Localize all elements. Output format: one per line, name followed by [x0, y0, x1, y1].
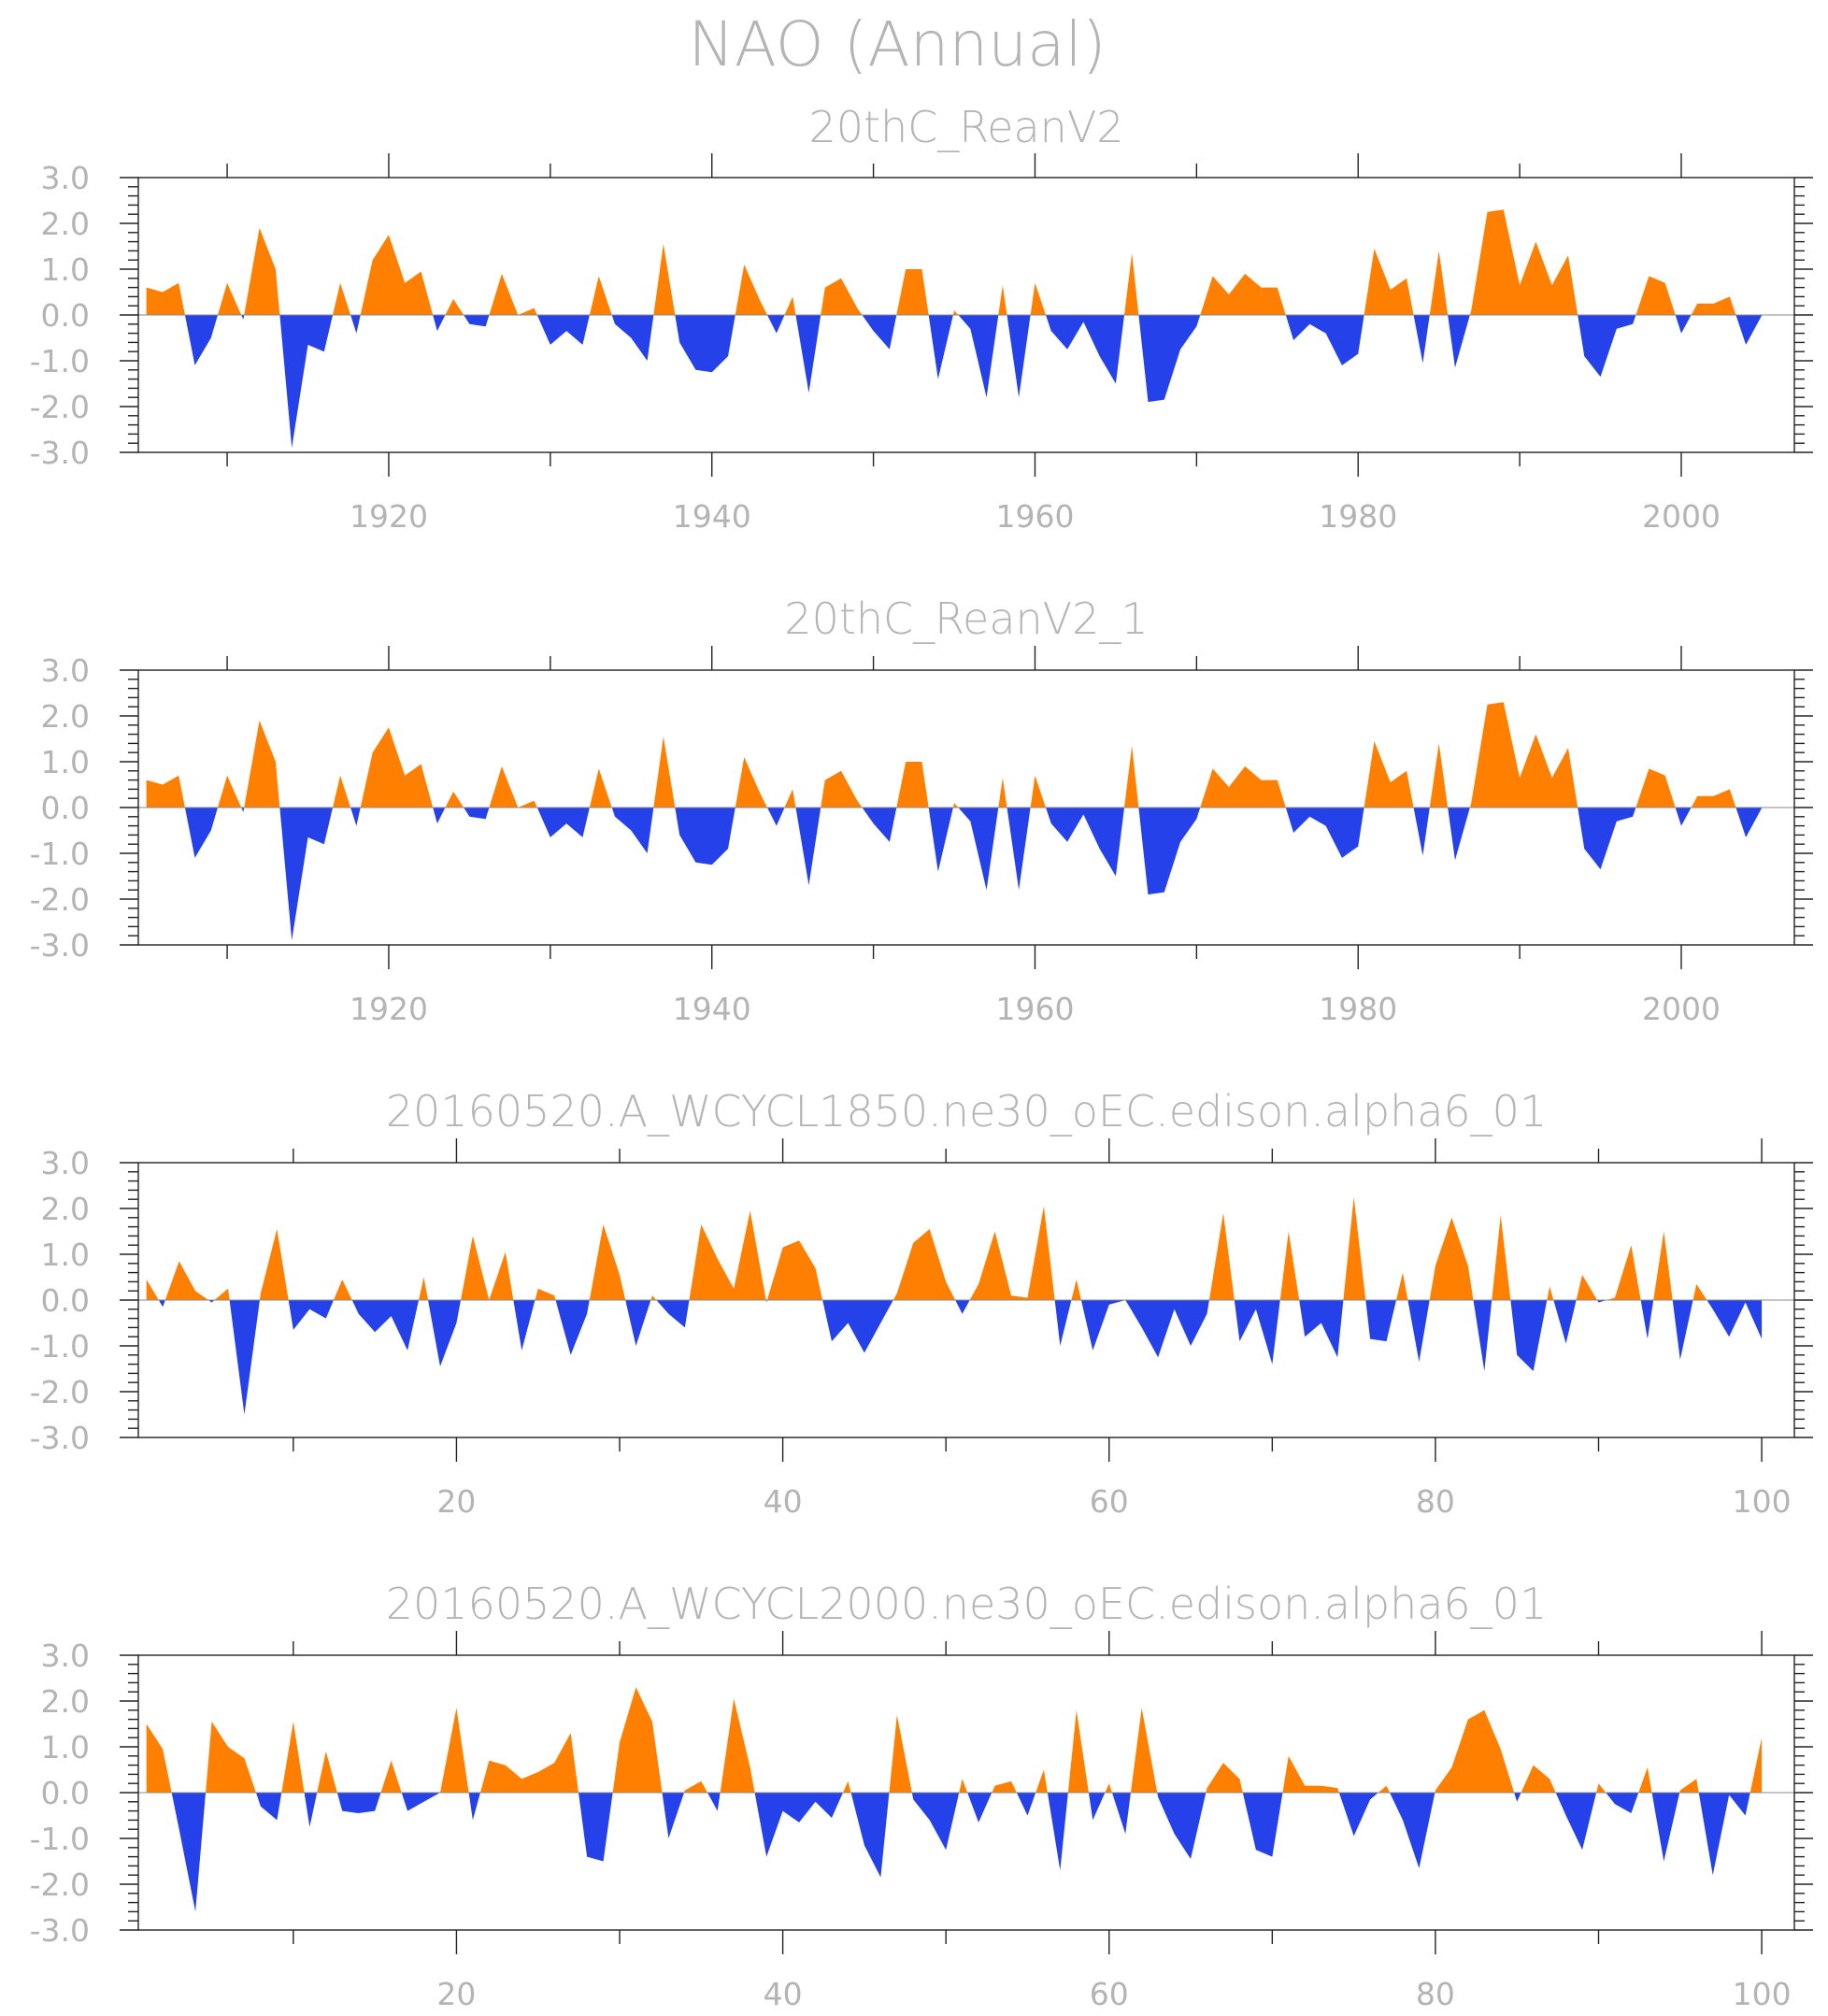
x-tick-label: 80 [1416, 1483, 1455, 1520]
y-tick-label: -1.0 [30, 1821, 90, 1857]
y-tick-label: -3.0 [30, 927, 90, 964]
positive-area [146, 1196, 1707, 1300]
y-tick-label: -3.0 [30, 1912, 90, 1949]
y-tick-label: 0.0 [41, 1282, 90, 1319]
y-tick-label: -3.0 [30, 435, 90, 471]
x-tick-label: 1940 [673, 498, 751, 535]
x-tick-label: 1920 [350, 498, 428, 535]
y-tick-label: 2.0 [41, 1191, 90, 1227]
panel-4: 20160520.A_WCYCL2000.ne30_oEC.edison.alp… [30, 1579, 1813, 2012]
y-tick-label: -1.0 [30, 1328, 90, 1365]
y-tick-label: 1.0 [41, 744, 90, 780]
positive-area [146, 702, 1736, 808]
x-tick-label: 20 [436, 1483, 476, 1520]
x-tick-label: 100 [1733, 1976, 1792, 2012]
figure-title: NAO (Annual) [688, 8, 1106, 80]
y-tick-label: 1.0 [41, 251, 90, 288]
x-tick-label: 1980 [1319, 498, 1397, 535]
y-tick-label: 2.0 [41, 1683, 90, 1720]
y-tick-label: 3.0 [41, 1145, 90, 1181]
positive-area [146, 209, 1736, 315]
y-tick-label: -2.0 [30, 1374, 90, 1410]
x-tick-label: 40 [764, 1976, 803, 2012]
x-tick-label: 20 [436, 1976, 476, 2012]
y-tick-label: 3.0 [41, 652, 90, 689]
y-tick-label: 2.0 [41, 698, 90, 735]
y-tick-label: 0.0 [41, 790, 90, 826]
y-tick-label: 0.0 [41, 297, 90, 334]
y-tick-label: -1.0 [30, 343, 90, 379]
x-tick-label: 80 [1416, 1976, 1455, 2012]
y-tick-label: -1.0 [30, 836, 90, 872]
panel-title: 20thC_ReanV2_1 [784, 593, 1148, 644]
negative-area [184, 315, 1763, 449]
y-tick-label: 3.0 [41, 160, 90, 196]
panel-title: 20160520.A_WCYCL2000.ne30_oEC.edison.alp… [386, 1579, 1547, 1629]
negative-area [171, 1793, 1750, 1912]
negative-area [184, 808, 1763, 941]
x-tick-label: 40 [764, 1483, 803, 1520]
x-tick-label: 1940 [673, 991, 751, 1027]
panel-title: 20160520.A_WCYCL1850.ne30_oEC.edison.alp… [386, 1086, 1547, 1137]
panel-title: 20thC_ReanV2 [808, 102, 1123, 152]
x-tick-label: 100 [1733, 1483, 1792, 1520]
x-tick-label: 1920 [350, 991, 428, 1027]
x-tick-label: 1960 [995, 991, 1074, 1027]
panels: 20thC_ReanV2 3.0 2.0 1.0 0.0 -1.0 -2.0 -3.0 1920… [30, 102, 1813, 2012]
panel-3: 20160520.A_WCYCL1850.ne30_oEC.edison.alp… [30, 1086, 1813, 1520]
y-tick-label: -2.0 [30, 389, 90, 425]
panel-1: 20thC_ReanV2 3.0 2.0 1.0 0.0 -1.0 -2.0 -3.0 1920… [30, 102, 1813, 535]
x-tick-label: 2000 [1642, 991, 1721, 1027]
x-tick-label: 1980 [1319, 991, 1397, 1027]
y-tick-label: -2.0 [30, 881, 90, 918]
x-tick-label: 1960 [995, 498, 1074, 535]
y-tick-label: 0.0 [41, 1775, 90, 1811]
y-tick-label: 1.0 [41, 1237, 90, 1273]
negative-area [158, 1300, 1763, 1415]
panel-2: 20thC_ReanV2_1 3.0 2.0 1.0 0.0 -1.0 -2.0 -3.0 19… [30, 593, 1813, 1027]
y-tick-label: -3.0 [30, 1420, 90, 1456]
positive-area [146, 1687, 1763, 1793]
y-tick-label: 1.0 [41, 1729, 90, 1766]
x-tick-label: 60 [1090, 1976, 1129, 2012]
y-tick-label: 2.0 [41, 206, 90, 242]
y-tick-label: -2.0 [30, 1866, 90, 1903]
x-tick-label: 60 [1090, 1483, 1129, 1520]
x-tick-label: 2000 [1642, 498, 1721, 535]
y-tick-label: 3.0 [41, 1637, 90, 1674]
